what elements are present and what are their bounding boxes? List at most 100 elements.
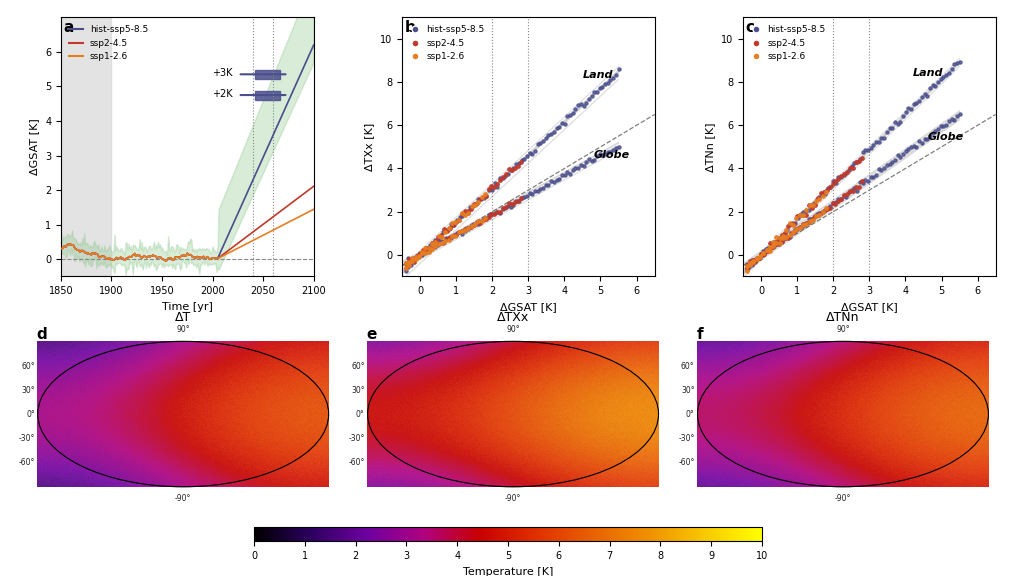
Point (527, 187, 544, 196)
Point (851, 156, 868, 165)
Point (752, 253, 768, 263)
Text: 60°: 60° (21, 362, 35, 370)
Point (905, 100, 922, 109)
Point (801, 200, 817, 210)
Point (471, 218, 488, 228)
Point (473, 216, 490, 225)
Point (804, 214, 820, 223)
Point (822, 202, 838, 211)
Point (804, 214, 820, 223)
Point (815, 207, 831, 217)
Point (408, 253, 425, 263)
Point (938, 71, 954, 80)
Point (925, 81, 941, 90)
Point (795, 219, 811, 229)
Point (513, 194, 529, 203)
Point (427, 243, 443, 252)
Point (771, 237, 787, 247)
Point (447, 218, 463, 227)
Point (814, 189, 830, 198)
Point (799, 219, 815, 229)
Point (922, 131, 938, 141)
Point (508, 159, 524, 168)
Point (475, 214, 492, 223)
Point (454, 210, 470, 219)
Point (848, 158, 865, 167)
Point (845, 163, 862, 172)
Point (459, 223, 475, 233)
Text: -90°: -90° (835, 494, 851, 503)
Point (427, 235, 443, 244)
Point (608, 70, 624, 79)
Point (521, 189, 537, 198)
Point (783, 219, 800, 229)
Point (421, 244, 437, 253)
Point (446, 230, 462, 240)
Point (863, 143, 879, 153)
Point (758, 245, 774, 255)
Point (481, 184, 497, 194)
Point (849, 186, 866, 195)
Point (565, 166, 581, 175)
Point (876, 163, 892, 172)
Point (397, 266, 414, 275)
Point (507, 198, 523, 207)
Point (833, 194, 849, 203)
Point (445, 231, 461, 240)
Point (824, 198, 840, 207)
Point (768, 238, 784, 247)
Text: 0°: 0° (26, 410, 35, 419)
Point (473, 192, 490, 201)
Point (765, 241, 781, 251)
Point (863, 172, 879, 181)
Point (839, 167, 855, 176)
Point (851, 182, 868, 191)
Point (450, 228, 466, 237)
Point (812, 192, 828, 202)
Point (468, 199, 485, 208)
Point (427, 236, 443, 245)
Point (425, 242, 441, 251)
Point (825, 177, 841, 186)
Point (763, 241, 779, 250)
Point (765, 241, 781, 251)
Point (589, 88, 606, 97)
Point (448, 218, 464, 227)
Point (608, 144, 624, 153)
Point (465, 220, 482, 229)
Point (819, 185, 835, 195)
Point (739, 263, 755, 272)
Point (436, 224, 452, 233)
Point (573, 160, 589, 169)
Point (848, 183, 865, 192)
Text: 30°: 30° (21, 385, 35, 395)
Point (430, 233, 446, 242)
Point (457, 211, 473, 220)
Point (504, 165, 520, 175)
Point (916, 134, 933, 143)
Point (822, 203, 838, 213)
Point (765, 237, 781, 247)
Point (827, 176, 843, 185)
Point (490, 179, 506, 188)
Point (791, 211, 808, 220)
Point (578, 98, 594, 108)
Legend: hist-ssp5-8.5, ssp2-4.5, ssp1-2.6: hist-ssp5-8.5, ssp2-4.5, ssp1-2.6 (406, 22, 489, 65)
Point (830, 172, 846, 181)
Point (745, 257, 761, 266)
Point (465, 221, 482, 230)
Point (421, 247, 437, 256)
Point (535, 137, 552, 146)
Point (753, 250, 769, 259)
Point (742, 262, 758, 271)
Point (457, 224, 473, 233)
Text: -30°: -30° (348, 434, 365, 442)
Point (768, 232, 784, 241)
Point (911, 137, 928, 146)
Point (495, 172, 511, 181)
Point (597, 79, 614, 89)
Point (748, 256, 764, 265)
Point (581, 154, 597, 164)
Point (833, 172, 849, 181)
Point (422, 246, 438, 255)
